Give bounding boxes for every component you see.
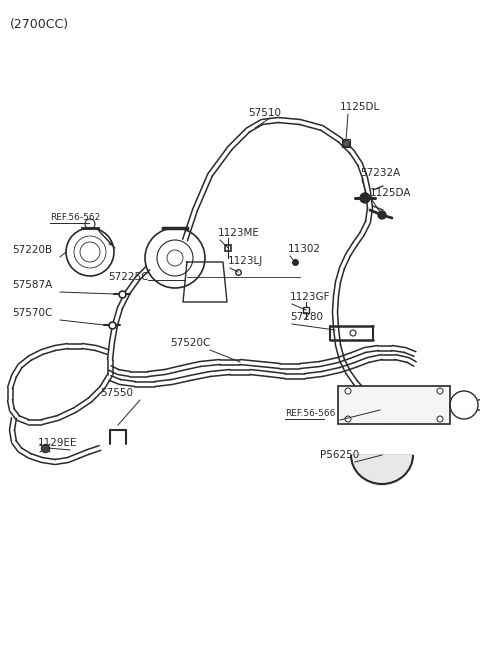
Text: REF.56-566: REF.56-566 — [285, 409, 336, 418]
Text: 1125DA: 1125DA — [370, 188, 411, 198]
Text: 57520C: 57520C — [170, 338, 210, 348]
Text: 57220B: 57220B — [12, 245, 52, 255]
Text: 1123LJ: 1123LJ — [228, 256, 263, 266]
Text: 1123ME: 1123ME — [218, 228, 260, 238]
Wedge shape — [351, 455, 413, 486]
Text: (2700CC): (2700CC) — [10, 18, 69, 31]
Text: P56250: P56250 — [320, 450, 359, 460]
Text: 1129EE: 1129EE — [38, 438, 77, 448]
Text: 11302: 11302 — [288, 244, 321, 254]
Text: 57550: 57550 — [100, 388, 133, 398]
Circle shape — [360, 193, 370, 203]
Text: 1125DL: 1125DL — [340, 102, 380, 112]
Text: 57510: 57510 — [249, 108, 281, 118]
Text: 1123GF: 1123GF — [290, 292, 331, 302]
Text: 57225C: 57225C — [108, 272, 148, 282]
Text: 57280: 57280 — [290, 312, 323, 322]
Circle shape — [378, 211, 386, 219]
FancyBboxPatch shape — [338, 386, 450, 424]
Text: 57232A: 57232A — [360, 168, 400, 178]
Text: 57587A: 57587A — [12, 280, 52, 290]
Text: REF.56-562: REF.56-562 — [50, 213, 100, 222]
Text: 57570C: 57570C — [12, 308, 52, 318]
